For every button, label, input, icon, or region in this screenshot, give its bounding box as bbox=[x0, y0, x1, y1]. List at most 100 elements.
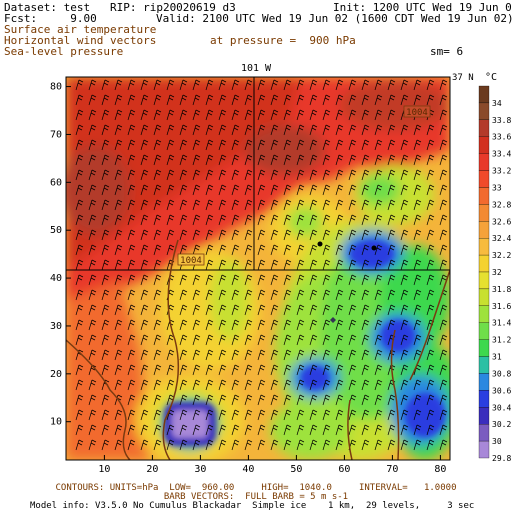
wind-barb bbox=[75, 364, 84, 376]
colorbar-swatch bbox=[478, 204, 490, 222]
wind-barb bbox=[205, 439, 214, 451]
wind-barb bbox=[400, 199, 409, 211]
wind-barb bbox=[166, 214, 175, 226]
wind-barb bbox=[75, 229, 84, 241]
wind-barb bbox=[348, 274, 357, 286]
wind-barb bbox=[192, 244, 201, 256]
wind-barb bbox=[348, 259, 357, 271]
wind-barb bbox=[387, 259, 396, 271]
wind-barb bbox=[361, 154, 370, 166]
wind-barb bbox=[75, 169, 84, 181]
wind-barb bbox=[192, 334, 201, 346]
wind-barb bbox=[426, 214, 435, 226]
wind-barb bbox=[322, 259, 331, 271]
colorbar-swatch bbox=[478, 254, 490, 273]
wind-barb bbox=[257, 169, 266, 181]
wind-barb bbox=[127, 139, 136, 151]
wind-barb bbox=[205, 169, 214, 181]
wind-barb bbox=[322, 79, 331, 91]
wind-barb bbox=[75, 109, 84, 121]
wind-barb bbox=[348, 424, 357, 436]
wind-barb bbox=[374, 259, 383, 271]
wind-barb bbox=[296, 424, 305, 436]
wind-barb bbox=[244, 319, 253, 331]
wind-barb bbox=[322, 439, 331, 451]
wind-barb bbox=[400, 229, 409, 241]
wind-barb bbox=[413, 79, 422, 91]
wind-barb bbox=[387, 184, 396, 196]
wind-barb bbox=[114, 244, 123, 256]
wind-barb bbox=[296, 214, 305, 226]
wind-barb bbox=[153, 154, 162, 166]
wind-barb bbox=[413, 379, 422, 391]
wind-barb bbox=[283, 349, 292, 361]
wind-barb bbox=[114, 379, 123, 391]
wind-barb bbox=[205, 184, 214, 196]
wind-barb bbox=[322, 94, 331, 106]
wind-barb bbox=[426, 424, 435, 436]
wind-barb bbox=[127, 79, 136, 91]
wind-barb bbox=[257, 424, 266, 436]
wind-barb bbox=[400, 274, 409, 286]
wind-barb bbox=[400, 244, 409, 256]
wind-barb bbox=[166, 109, 175, 121]
wind-barb bbox=[166, 439, 175, 451]
wind-barb bbox=[270, 199, 279, 211]
wind-barb bbox=[322, 154, 331, 166]
wind-barb bbox=[140, 214, 149, 226]
wind-barb bbox=[140, 274, 149, 286]
river-east bbox=[390, 329, 400, 460]
wind-barb bbox=[426, 169, 435, 181]
wind-barb bbox=[101, 364, 110, 376]
wind-barb bbox=[166, 139, 175, 151]
wind-barb bbox=[114, 334, 123, 346]
wind-barb bbox=[374, 409, 383, 421]
colorbar-label: 32 bbox=[492, 268, 502, 277]
wind-barb bbox=[127, 364, 136, 376]
wind-barb bbox=[75, 184, 84, 196]
wind-barb bbox=[400, 439, 409, 451]
wind-barb bbox=[374, 94, 383, 106]
pressure-level: at pressure = 900 hPa bbox=[210, 34, 356, 47]
wind-barb bbox=[335, 184, 344, 196]
wind-barb bbox=[270, 439, 279, 451]
wind-barb bbox=[322, 184, 331, 196]
wind-barb bbox=[153, 394, 162, 406]
colorbar-swatch bbox=[478, 305, 490, 323]
wind-barb bbox=[140, 184, 149, 196]
wind-barb bbox=[218, 229, 227, 241]
wind-barb bbox=[153, 244, 162, 256]
wind-barb bbox=[296, 169, 305, 181]
wind-barb bbox=[439, 214, 448, 226]
wind-barb bbox=[413, 244, 422, 256]
wind-barb bbox=[179, 394, 188, 406]
wind-barb bbox=[335, 379, 344, 391]
wind-barb bbox=[426, 259, 435, 271]
wind-barb bbox=[88, 124, 97, 136]
wind-barb bbox=[361, 184, 370, 196]
wind-barb bbox=[75, 319, 84, 331]
wind-barb bbox=[192, 379, 201, 391]
wind-barb bbox=[192, 304, 201, 316]
wind-barb bbox=[270, 319, 279, 331]
wind-barb bbox=[166, 79, 175, 91]
wind-barb bbox=[231, 229, 240, 241]
wind-barb bbox=[218, 334, 227, 346]
wind-barb bbox=[335, 79, 344, 91]
wind-barb bbox=[283, 259, 292, 271]
colorbar-label: 31.8 bbox=[492, 285, 511, 294]
wind-barb bbox=[205, 379, 214, 391]
x-tick-label: 40 bbox=[242, 464, 254, 475]
wind-barb bbox=[400, 364, 409, 376]
wind-barb bbox=[140, 169, 149, 181]
wind-barb bbox=[283, 199, 292, 211]
wind-barb bbox=[361, 409, 370, 421]
wind-barb bbox=[426, 304, 435, 316]
wind-barb bbox=[257, 109, 266, 121]
wind-barb bbox=[335, 154, 344, 166]
wind-barb bbox=[153, 334, 162, 346]
wind-barb bbox=[309, 364, 318, 376]
wind-barb bbox=[114, 319, 123, 331]
wind-barb bbox=[309, 334, 318, 346]
wind-barb bbox=[374, 169, 383, 181]
